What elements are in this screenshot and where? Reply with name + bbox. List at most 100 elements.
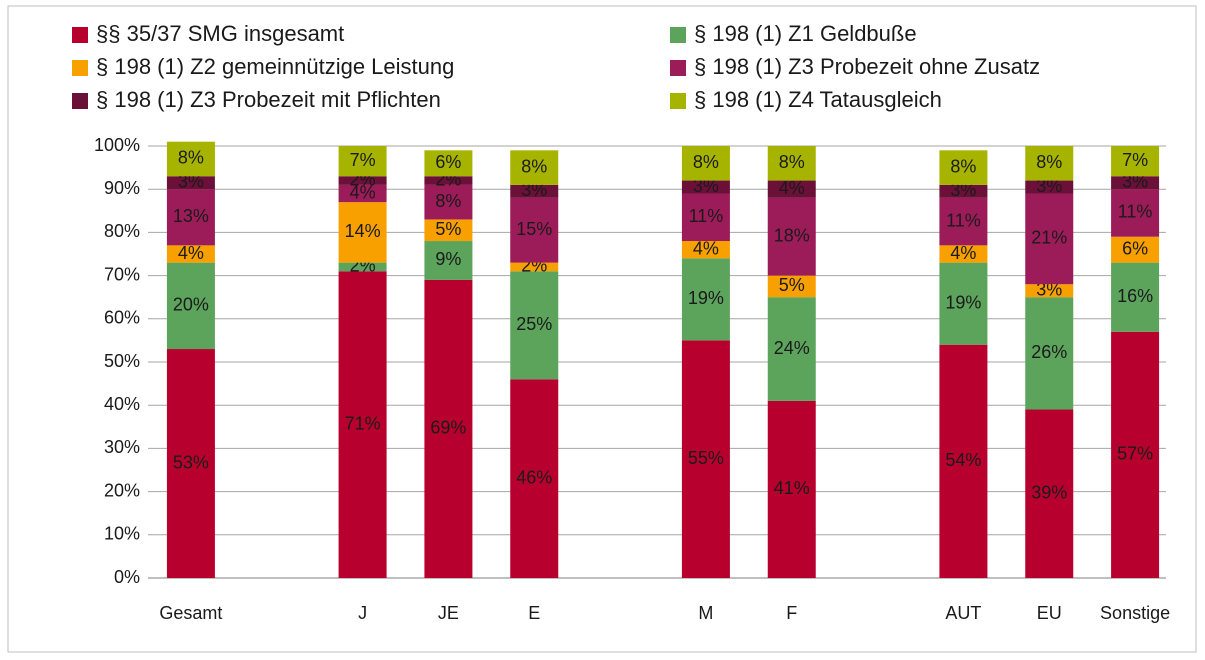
legend-swatch [670,27,686,43]
data-label: 4% [950,243,976,263]
x-tick-label: J [358,603,367,623]
y-tick-label: 100% [94,135,140,155]
data-label: 13% [173,206,209,226]
bar-segment [939,262,988,345]
bar-segment [1025,193,1074,285]
x-tick-label: Sonstige [1100,603,1170,623]
bar-segment [681,241,730,259]
bar-segment [166,189,215,246]
bar-segment [338,146,387,177]
data-label: 69% [430,418,466,438]
x-tick-label: M [698,603,713,623]
legend-label: §§ 35/37 SMG insgesamt [96,21,344,46]
bar-segment [681,258,730,341]
data-label: 15% [516,219,552,239]
data-label: 14% [345,221,381,241]
bar-segment [166,349,215,578]
data-label: 55% [688,448,724,468]
legend-label: § 198 (1) Z2 gemeinnützige Leistung [96,54,454,79]
bar-segment [1025,180,1074,194]
data-label: 3% [693,176,719,196]
data-label: 3% [950,180,976,200]
data-label: 5% [779,275,805,295]
data-label: 3% [521,180,547,200]
data-label: 57% [1117,444,1153,464]
data-label: 11% [689,206,724,226]
bar-segment [424,150,473,177]
data-label: 4% [350,182,376,202]
x-tick-label: E [528,603,540,623]
legend-label: § 198 (1) Z4 Tatausgleich [694,87,942,112]
y-tick-label: 50% [104,351,140,371]
data-label: 9% [435,249,461,269]
data-label: 3% [1122,171,1148,191]
data-label: 6% [1122,238,1148,258]
bar-segment [510,197,559,263]
bar-segment [1025,146,1074,181]
bar-segment [166,176,215,190]
y-tick-label: 30% [104,437,140,457]
bar-segment [681,146,730,181]
bar-segment [424,219,473,242]
data-label: 11% [1118,202,1153,222]
data-label: 8% [1036,152,1062,172]
x-tick-label: JE [438,603,459,623]
bar-segment [338,176,387,185]
bar-segment [166,245,215,263]
bar-segment [767,297,816,401]
bar-segment [510,379,559,578]
bar-segment [424,279,473,578]
y-tick-label: 40% [104,394,140,414]
data-label: 71% [345,413,381,433]
legend-swatch [670,93,686,109]
bar-segment [939,344,988,578]
bar-segment [939,184,988,198]
data-label: 8% [693,152,719,172]
data-label: 24% [774,338,810,358]
x-tick-label: F [786,603,797,623]
bar-segment [338,271,387,578]
data-label: 3% [1036,176,1062,196]
legend-label: § 198 (1) Z1 Geldbuße [694,21,917,46]
data-label: 19% [688,288,724,308]
bar-segment [1111,331,1160,578]
data-label: 25% [516,314,552,334]
data-label: 16% [1117,286,1153,306]
y-tick-label: 60% [104,308,140,328]
data-label: 8% [521,156,547,176]
bar-segment [767,197,816,276]
data-label: 3% [1036,279,1062,299]
bar-segment [1111,176,1160,190]
bar-segment [767,275,816,298]
bar-segment [1111,146,1160,177]
bar-segment [767,180,816,198]
bar-segment [1111,262,1160,332]
bar-segment [1025,297,1074,410]
bar-segment [939,150,988,185]
x-tick-label: EU [1037,603,1062,623]
bar-segment [1111,236,1160,263]
bar-segment [510,150,559,185]
data-label: 3% [178,171,204,191]
data-label: 8% [950,156,976,176]
data-label: 7% [1122,150,1148,170]
data-label: 7% [350,150,376,170]
bar-segment [424,184,473,220]
data-label: 4% [779,178,805,198]
bar-segment [338,202,387,263]
data-label: 26% [1031,342,1067,362]
x-tick-label: AUT [945,603,981,623]
data-label: 53% [173,452,209,472]
data-label: 20% [173,295,209,315]
data-label: 8% [779,152,805,172]
bar-segment [1111,189,1160,237]
y-tick-label: 70% [104,264,140,284]
legend-label: § 198 (1) Z3 Probezeit ohne Zusatz [694,54,1040,79]
bar-segment [939,197,988,246]
data-label: 4% [178,243,204,263]
data-label: 21% [1031,228,1067,248]
bar-segment [1025,409,1074,578]
bar-segment [767,400,816,578]
bar-segment [1025,284,1074,298]
